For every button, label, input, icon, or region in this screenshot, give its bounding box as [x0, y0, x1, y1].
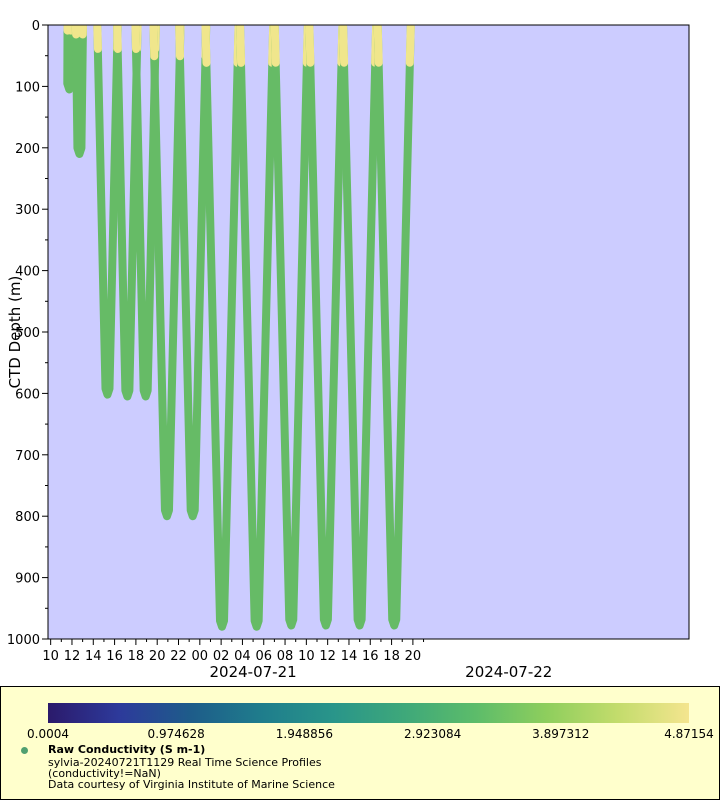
profile-line: [149, 25, 185, 521]
y-tick-label: 800: [15, 510, 40, 525]
surface-segment: [339, 25, 349, 67]
surface-segment: [131, 25, 141, 54]
y-tick-label: 500: [15, 326, 40, 341]
x-tick-label: 00: [192, 649, 209, 664]
legend-panel: 0.0004 0.974628 1.948856 2.923084 3.897312 4.…: [0, 686, 720, 800]
x-tick-label: 18: [383, 649, 400, 664]
surface-segment: [270, 25, 280, 67]
legend-dataset: sylvia-20240721T1129 Real Time Science P…: [48, 756, 322, 769]
x-tick-label: 12: [319, 649, 336, 664]
dive-profile: [63, 25, 76, 94]
x-date-label: 2024-07-21: [209, 663, 296, 681]
profile-line: [236, 25, 278, 631]
legend-constraint: (conductivity!=NaN): [48, 767, 161, 780]
colorbar-tick-label: 4.87154: [664, 727, 714, 741]
colorbar-tick-label: 0.974628: [147, 727, 205, 741]
surface-segment: [236, 25, 246, 67]
profile-line: [131, 25, 160, 401]
x-tick-label: 14: [85, 649, 102, 664]
profile-line: [373, 25, 415, 630]
x-tick-label: 12: [64, 649, 81, 664]
x-axis: 10 12 14 16 18 20 22 00 02 04 06 08 10 12 14 16 18 20 2024…: [42, 639, 552, 681]
dive-profile: [71, 25, 87, 158]
dive-profile: [373, 25, 415, 630]
surface-segment: [113, 25, 122, 54]
x-date-label: 2024-07-22: [465, 663, 552, 681]
y-tick-label: 100: [15, 80, 40, 95]
y-axis: 0 100 200 300 400 500 600 700 800 900 1000: [7, 19, 48, 648]
colorbar-tick-label: 0.0004: [27, 727, 69, 741]
surface-segment: [305, 25, 315, 67]
profile-line: [63, 25, 76, 94]
x-tick-label: 20: [149, 649, 166, 664]
profile-line: [71, 25, 87, 158]
surface-segment: [93, 25, 102, 53]
y-tick-label: 400: [15, 265, 40, 280]
x-tick-label: 18: [128, 649, 145, 664]
x-tick-label: 02: [213, 649, 230, 664]
colorbar-tick-label: 3.897312: [532, 727, 590, 741]
colorbar-tick-label: 2.923084: [403, 727, 462, 741]
surface-segment: [201, 25, 211, 67]
y-tick-label: 0: [32, 19, 40, 34]
y-axis-label: CTD Depth (m): [6, 276, 24, 389]
surface-segment: [405, 25, 415, 67]
surface-segment: [149, 25, 159, 61]
surface-segment: [175, 25, 185, 61]
profile-line: [175, 25, 211, 521]
y-tick-label: 1000: [7, 633, 40, 648]
y-tick-label: 900: [15, 572, 40, 587]
legend-marker-icon: [21, 747, 28, 754]
x-tick-label: 10: [298, 649, 315, 664]
profile-line: [270, 25, 312, 630]
x-tick-label: 20: [405, 649, 422, 664]
y-tick-label: 200: [15, 142, 40, 157]
colorbar: [48, 703, 689, 723]
x-tick-label: 14: [341, 649, 358, 664]
legend-title: Raw Conductivity (S m-1): [48, 743, 206, 756]
x-tick-label: 08: [277, 649, 294, 664]
profile-line: [305, 25, 347, 630]
profile-line: [113, 25, 142, 401]
colorbar-tick-label: 1.948856: [275, 727, 334, 741]
x-tick-label: 10: [42, 649, 59, 664]
x-tick-label: 16: [106, 649, 123, 664]
profile-line: [339, 25, 381, 630]
y-tick-label: 300: [15, 203, 40, 218]
surface-segment: [373, 25, 383, 67]
profile-line: [93, 25, 122, 399]
profile-series: [63, 25, 415, 631]
y-tick-label: 700: [15, 449, 40, 464]
x-tick-label: 22: [170, 649, 187, 664]
profile-line: [201, 25, 243, 631]
x-tick-label: 06: [255, 649, 272, 664]
y-tick-label: 600: [15, 387, 40, 402]
x-tick-label: 16: [362, 649, 379, 664]
x-tick-label: 04: [234, 649, 251, 664]
legend-credit: Data courtesy of Virginia Institute of M…: [48, 778, 335, 791]
